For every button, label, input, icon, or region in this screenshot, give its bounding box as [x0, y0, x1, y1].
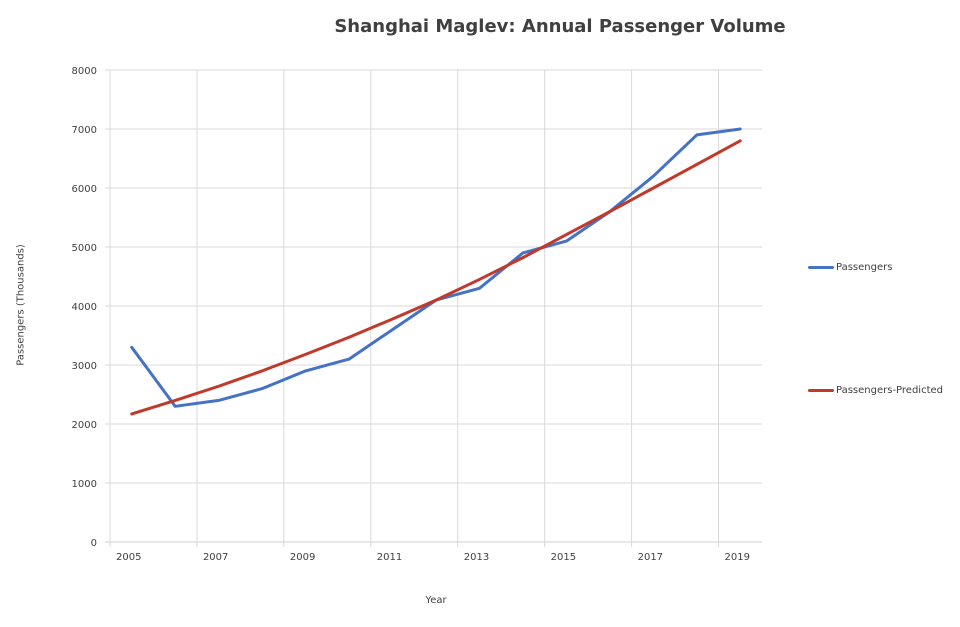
y-tick-label: 4000 — [72, 302, 97, 313]
x-tick-label: 2011 — [377, 552, 402, 563]
x-tick-label: 2013 — [464, 552, 489, 563]
y-tick-label: 0 — [91, 538, 97, 549]
chart-title: Shanghai Maglev: Annual Passenger Volume — [334, 16, 786, 37]
legend-swatch-passengers — [808, 266, 834, 269]
x-axis-label-text: Year — [425, 595, 447, 606]
legend-item-passengers-predicted: Passengers-Predicted — [808, 385, 943, 396]
x-tick-label: 2007 — [203, 552, 228, 563]
x-axis-ticks: 2005 2007 2009 2011 2013 2015 2017 2019 — [116, 552, 750, 563]
y-tick-label: 2000 — [72, 420, 97, 431]
y-tick-label: 8000 — [72, 66, 97, 77]
legend-label-passengers: Passengers — [836, 262, 893, 273]
y-tick-label: 6000 — [72, 184, 97, 195]
y-axis-ticks: 0 1000 2000 3000 4000 5000 6000 7000 8000 — [72, 66, 97, 549]
series-line-passengers-predicted — [130, 139, 742, 416]
x-tick-label: 2019 — [725, 552, 750, 563]
x-tick-label: 2015 — [551, 552, 576, 563]
x-tick-label: 2017 — [638, 552, 663, 563]
y-tick-label: 3000 — [72, 361, 97, 372]
x-tick-label: 2005 — [116, 552, 141, 563]
legend-label-passengers-predicted: Passengers-Predicted — [836, 385, 943, 396]
series-lines — [130, 127, 742, 416]
y-tick-label: 5000 — [72, 243, 97, 254]
x-tick-label: 2009 — [290, 552, 315, 563]
legend-swatch-passengers-predicted — [808, 389, 834, 392]
y-tick-label: 1000 — [72, 479, 97, 490]
gridlines — [105, 69, 762, 547]
y-tick-label: 7000 — [72, 125, 97, 136]
legend-item-passengers: Passengers — [808, 262, 892, 273]
